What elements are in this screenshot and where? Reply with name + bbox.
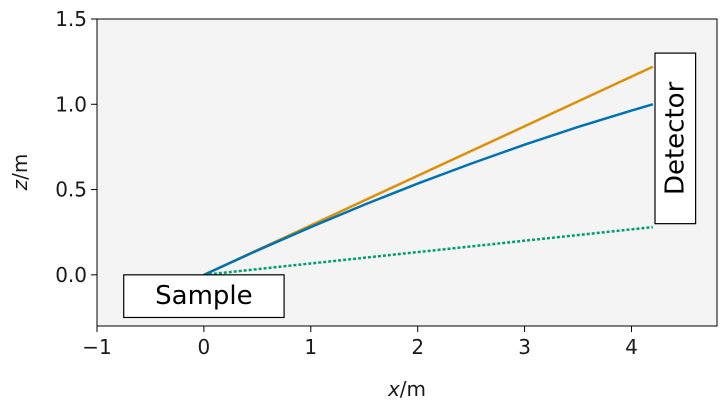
detector-label: Detector: [660, 81, 690, 195]
y-axis-label: z/m: [8, 154, 32, 192]
annotation-layer: Sample Detector: [123, 52, 697, 319]
y-axis-label-var: z: [8, 179, 32, 191]
x-tick-label: 4: [625, 335, 638, 359]
y-tick-label: 0.0: [55, 263, 87, 287]
sample-box: [123, 274, 285, 319]
series-line-2: [203, 225, 653, 277]
x-axis-label-var: x: [387, 377, 400, 401]
y-tick-label: 1.5: [55, 7, 87, 31]
plot-frame: [96, 18, 718, 327]
x-tick-label: 2: [411, 335, 424, 359]
series-line-1: [203, 103, 654, 276]
y-axis-label-unit: /m: [8, 154, 32, 180]
y-tick-label: 0.5: [55, 178, 87, 202]
x-axis-ticks: −1 0 1 2 3 4: [82, 326, 638, 359]
x-tick-label: 0: [198, 335, 211, 359]
x-tick-label: −1: [82, 335, 111, 359]
x-tick-label: 3: [518, 335, 531, 359]
x-tick-label: 1: [304, 335, 317, 359]
x-axis-label-unit: /m: [400, 377, 426, 401]
series-layer: [203, 65, 654, 277]
y-axis-ticks: 0.0 0.5 1.0 1.5: [55, 7, 97, 287]
sample-label: Sample: [155, 281, 253, 311]
detector-box: [654, 52, 697, 225]
y-tick-label: 1.0: [55, 92, 87, 116]
x-axis-label: x/m: [387, 377, 426, 401]
